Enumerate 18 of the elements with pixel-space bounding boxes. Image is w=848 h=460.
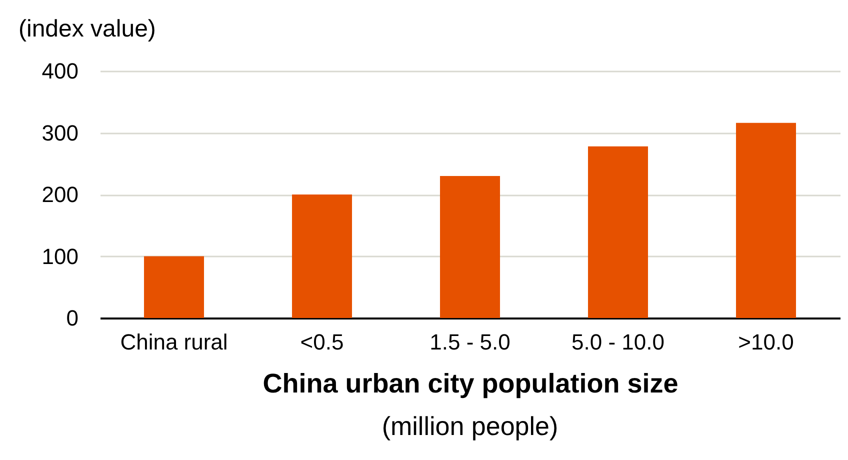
x-tick-label: China rural bbox=[120, 330, 228, 354]
x-tick-label: 1.5 - 5.0 bbox=[430, 330, 510, 354]
bar bbox=[144, 256, 204, 318]
y-tick-label: 400 bbox=[42, 58, 78, 84]
y-tick-label: 100 bbox=[42, 244, 78, 269]
bar bbox=[440, 176, 500, 318]
x-tick-label: <0.5 bbox=[300, 330, 344, 354]
y-tick-label: 200 bbox=[42, 182, 78, 207]
y-tick-label: 300 bbox=[42, 120, 78, 146]
text: (million people) bbox=[382, 411, 558, 441]
bar bbox=[736, 122, 796, 318]
x-tick-label: >10.0 bbox=[738, 330, 794, 354]
y-tick-label: 0 bbox=[66, 306, 78, 330]
bar bbox=[588, 146, 648, 318]
bar bbox=[292, 194, 352, 318]
y-axis-title: (index value) bbox=[18, 16, 156, 42]
x-tick-label: 5.0 - 10.0 bbox=[572, 330, 664, 354]
x-axis-title: China urban city population size bbox=[262, 368, 678, 398]
